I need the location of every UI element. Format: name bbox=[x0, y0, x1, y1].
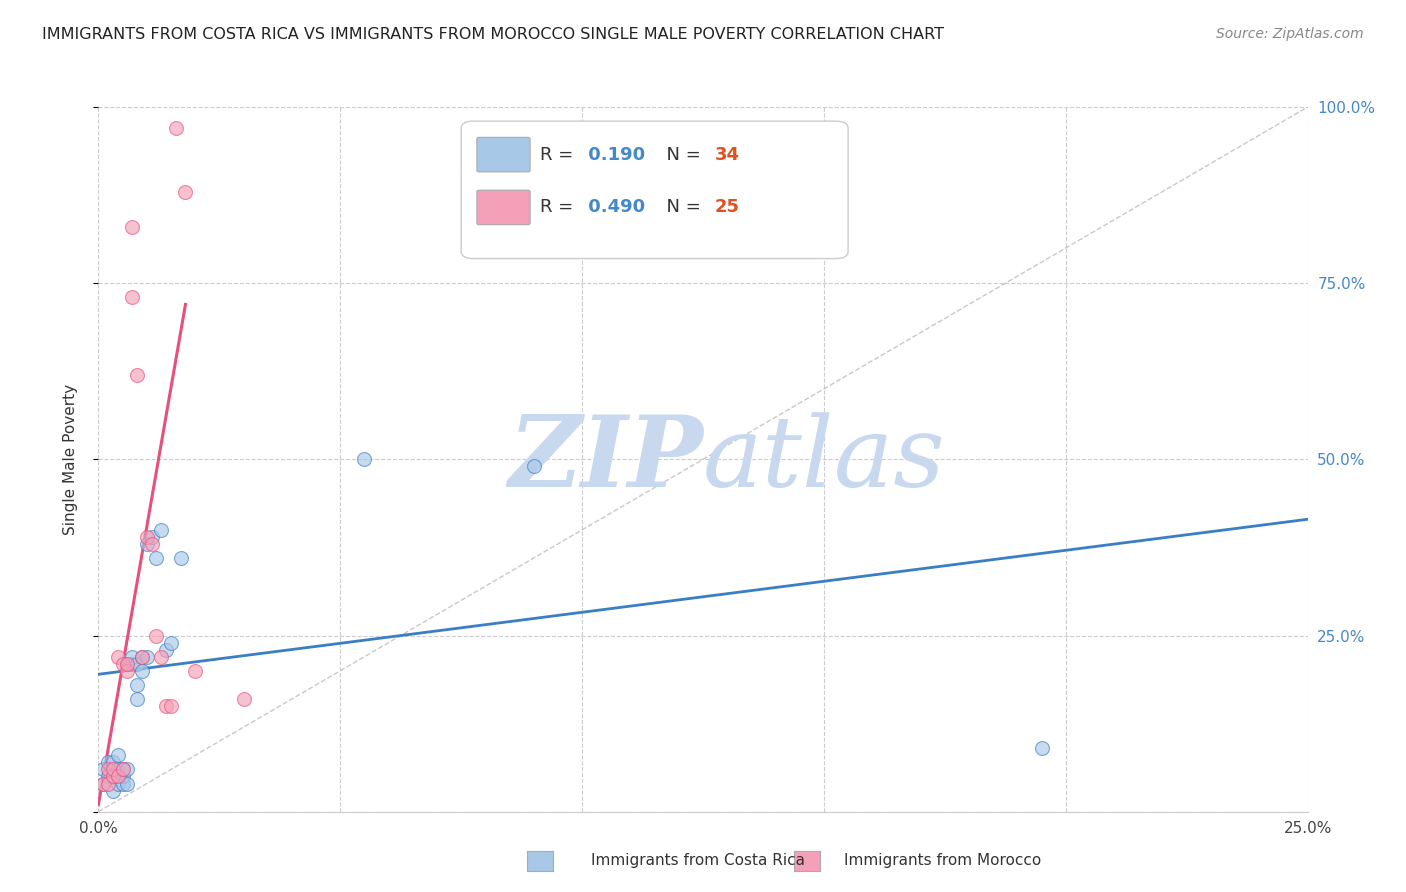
FancyBboxPatch shape bbox=[477, 190, 530, 225]
Point bbox=[160, 635, 183, 649]
Point bbox=[150, 523, 173, 537]
Point bbox=[117, 776, 139, 790]
Point bbox=[111, 776, 134, 790]
Point bbox=[353, 452, 375, 467]
Point bbox=[117, 664, 139, 678]
Text: 0.490: 0.490 bbox=[582, 198, 645, 216]
Point bbox=[107, 776, 129, 790]
Point bbox=[121, 649, 143, 664]
Point bbox=[155, 699, 177, 714]
Point bbox=[111, 657, 134, 671]
Point bbox=[127, 678, 149, 692]
Point bbox=[127, 692, 149, 706]
Point bbox=[160, 699, 183, 714]
Point bbox=[169, 551, 191, 566]
Point bbox=[101, 763, 124, 777]
Text: Immigrants from Costa Rica: Immigrants from Costa Rica bbox=[591, 854, 804, 868]
Point bbox=[131, 664, 153, 678]
Point bbox=[97, 763, 120, 777]
Text: N =: N = bbox=[655, 198, 706, 216]
Point bbox=[145, 551, 167, 566]
Point bbox=[91, 763, 114, 777]
Y-axis label: Single Male Poverty: Single Male Poverty bbox=[63, 384, 77, 535]
Point bbox=[101, 769, 124, 784]
Point bbox=[1031, 741, 1053, 756]
Point bbox=[121, 219, 143, 234]
Point bbox=[232, 692, 254, 706]
Point bbox=[91, 776, 114, 790]
Text: R =: R = bbox=[540, 146, 579, 164]
Point bbox=[117, 763, 139, 777]
Text: N =: N = bbox=[655, 146, 706, 164]
Text: 34: 34 bbox=[716, 146, 740, 164]
Point bbox=[165, 121, 187, 136]
Point bbox=[107, 769, 129, 784]
Point bbox=[91, 776, 114, 790]
Point bbox=[107, 763, 129, 777]
Point bbox=[117, 657, 139, 671]
Point bbox=[131, 649, 153, 664]
Point bbox=[97, 769, 120, 784]
Text: ZIP: ZIP bbox=[508, 411, 703, 508]
Point bbox=[141, 530, 163, 544]
FancyBboxPatch shape bbox=[461, 121, 848, 259]
Point bbox=[101, 756, 124, 770]
Point bbox=[111, 769, 134, 784]
Point bbox=[135, 649, 157, 664]
Point bbox=[111, 763, 134, 777]
Point bbox=[97, 756, 120, 770]
Point bbox=[155, 642, 177, 657]
Point bbox=[184, 664, 207, 678]
Point bbox=[121, 657, 143, 671]
Point bbox=[141, 537, 163, 551]
Point bbox=[111, 763, 134, 777]
Text: Immigrants from Morocco: Immigrants from Morocco bbox=[844, 854, 1040, 868]
Point bbox=[127, 368, 149, 382]
Point bbox=[117, 657, 139, 671]
Point bbox=[131, 649, 153, 664]
Point bbox=[135, 537, 157, 551]
Point bbox=[107, 748, 129, 763]
Text: atlas: atlas bbox=[703, 412, 946, 507]
Point bbox=[523, 459, 546, 474]
Point bbox=[121, 290, 143, 304]
Point bbox=[174, 185, 197, 199]
Text: 25: 25 bbox=[716, 198, 740, 216]
Text: Source: ZipAtlas.com: Source: ZipAtlas.com bbox=[1216, 27, 1364, 41]
Text: 0.190: 0.190 bbox=[582, 146, 645, 164]
Point bbox=[135, 530, 157, 544]
FancyBboxPatch shape bbox=[477, 137, 530, 172]
Point bbox=[101, 769, 124, 784]
Point bbox=[101, 783, 124, 797]
Point bbox=[127, 657, 149, 671]
Point bbox=[145, 628, 167, 642]
Point bbox=[107, 649, 129, 664]
Point bbox=[97, 776, 120, 790]
Text: IMMIGRANTS FROM COSTA RICA VS IMMIGRANTS FROM MOROCCO SINGLE MALE POVERTY CORREL: IMMIGRANTS FROM COSTA RICA VS IMMIGRANTS… bbox=[42, 27, 945, 42]
Text: R =: R = bbox=[540, 198, 579, 216]
Point bbox=[150, 649, 173, 664]
